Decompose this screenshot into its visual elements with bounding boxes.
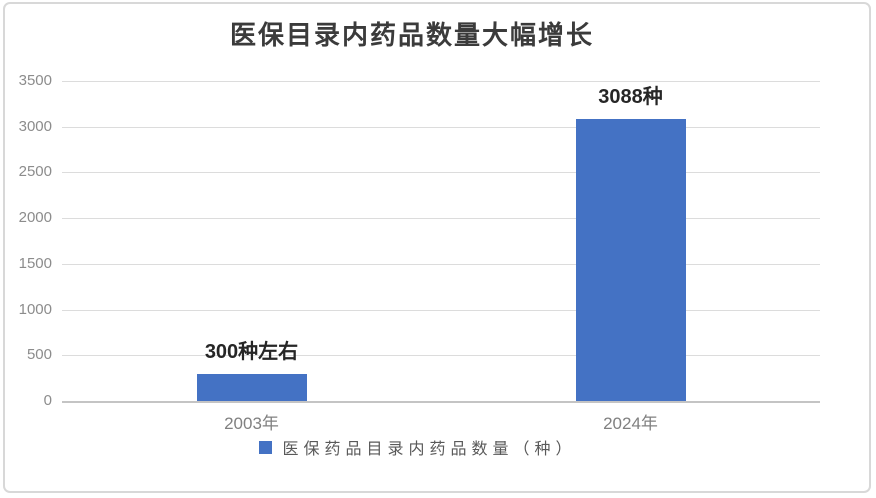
y-tick-label-2000: 2000: [18, 209, 52, 227]
data-label-2024年: 3088种: [598, 86, 663, 108]
x-category-label-2003年: 2003年: [224, 414, 279, 433]
y-tick-label-2500: 2500: [18, 163, 52, 181]
gridline-3000: [62, 126, 820, 128]
y-tick-label-3000: 3000: [18, 117, 52, 135]
legend-label: 医保药品目录内药品数量（种）: [282, 441, 577, 458]
gridline-500: [62, 355, 820, 357]
y-tick-label-500: 500: [26, 346, 52, 364]
legend: 医保药品目录内药品数量（种）: [0, 435, 836, 459]
gridline-2000: [62, 218, 820, 220]
gridline-3500: [62, 81, 820, 82]
y-tick-label-3500: 3500: [18, 72, 52, 89]
bar-2024年: [575, 119, 686, 401]
y-tick-label-1000: 1000: [18, 300, 52, 318]
gridline-2500: [62, 172, 820, 174]
plot-area: 300种左右 3088种: [62, 81, 820, 403]
legend-swatch-icon: [259, 440, 273, 454]
data-label-2003年: 300种左右: [204, 341, 299, 363]
chart-title: 医保目录内药品数量大幅增长: [229, 20, 594, 50]
gridline-1500: [62, 263, 820, 265]
gridline-1000: [62, 309, 820, 311]
y-tick-label-0: 0: [43, 392, 52, 409]
x-category-label-2024年: 2024年: [603, 414, 658, 433]
bar-2003年: [196, 374, 307, 401]
chart-card: [3, 2, 871, 493]
y-tick-label-1500: 1500: [18, 254, 52, 272]
